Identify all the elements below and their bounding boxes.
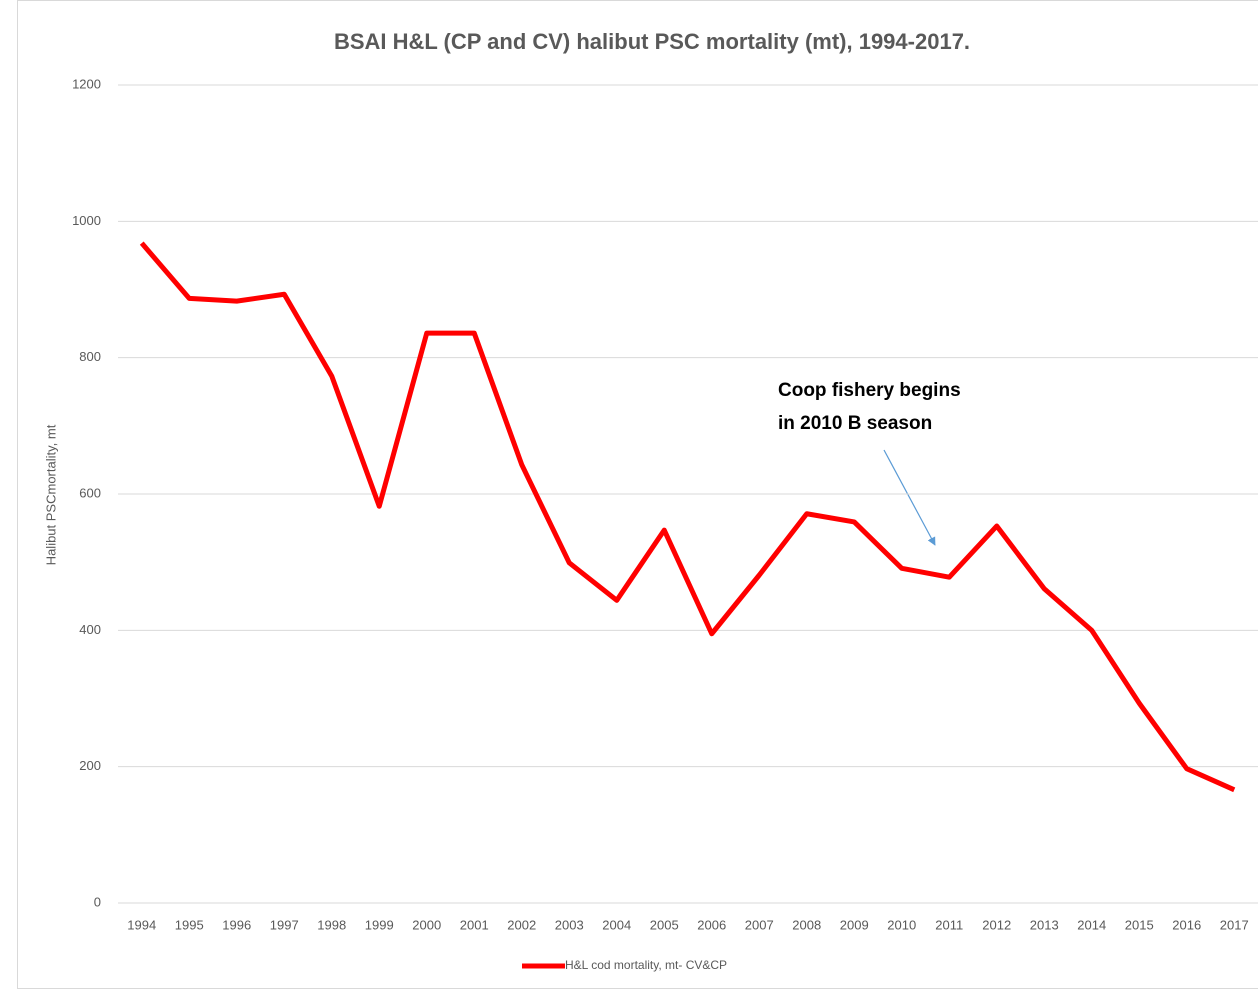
- annotation-arrow: [883, 449, 936, 546]
- x-tick-label: 2003: [555, 917, 584, 932]
- x-tick-label: 2007: [745, 917, 774, 932]
- chart-frame: [17, 0, 1258, 989]
- annotation: Coop fishery begins: [778, 380, 961, 401]
- y-tick-label: 200: [79, 758, 101, 773]
- y-tick-label: 600: [79, 485, 101, 500]
- x-tick-label: 1996: [222, 917, 251, 932]
- x-tick-label: 2017: [1220, 917, 1249, 932]
- x-tick-label: 1994: [127, 917, 156, 932]
- x-tick-label: 2014: [1077, 917, 1106, 932]
- x-tick-label: 1997: [270, 917, 299, 932]
- x-tick-label: 2008: [792, 917, 821, 932]
- y-tick-label: 800: [79, 349, 101, 364]
- chart-title: BSAI H&L (CP and CV) halibut PSC mortali…: [334, 29, 970, 54]
- x-tick-label: 2001: [460, 917, 489, 932]
- x-tick-label: 2015: [1125, 917, 1154, 932]
- y-tick-label: 1200: [72, 76, 101, 91]
- x-tick-label: 2016: [1172, 917, 1201, 932]
- x-tick-label: 2009: [840, 917, 869, 932]
- x-tick-label: 2004: [602, 917, 631, 932]
- x-tick-label: 2005: [650, 917, 679, 932]
- legend-label: H&L cod mortality, mt- CV&CP: [565, 958, 727, 972]
- x-tick-label: 1998: [317, 917, 346, 932]
- x-tick-label: 1995: [175, 917, 204, 932]
- x-tick-label: 2011: [935, 917, 963, 932]
- x-tick-label: 2000: [412, 917, 441, 932]
- data-line: [139, 241, 1236, 793]
- y-tick-label: 0: [94, 894, 101, 909]
- x-tick-label: 2006: [697, 917, 726, 932]
- annotation: in 2010 B season: [778, 413, 932, 434]
- x-tick-label: 2002: [507, 917, 536, 932]
- y-axis-label: Halibut PSCmortality, mt: [43, 424, 58, 565]
- x-tick-label: 2010: [887, 917, 916, 932]
- y-tick-label: 400: [79, 622, 101, 637]
- x-tick-label: 2012: [982, 917, 1011, 932]
- x-tick-label: 1999: [365, 917, 394, 932]
- x-tick-label: 2013: [1030, 917, 1059, 932]
- y-tick-label: 1000: [72, 213, 101, 228]
